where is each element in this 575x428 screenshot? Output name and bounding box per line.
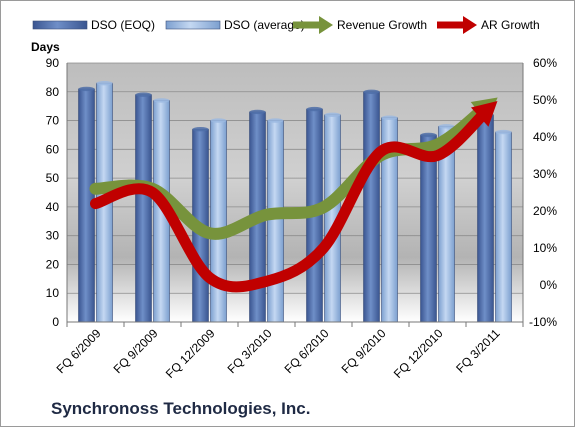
y-tick-label: 30	[46, 229, 60, 243]
legend: DSO (EOQ) DSO (average) Revenue Growth AR G…	[32, 16, 540, 34]
bar-top	[420, 132, 437, 138]
bar-top	[210, 118, 227, 123]
bar-top	[192, 126, 209, 132]
lines-layer	[89, 97, 498, 293]
bar-top	[438, 124, 455, 129]
y-axis-title: Days	[31, 40, 60, 54]
legend-swatch	[165, 20, 221, 30]
x-tick-label: FQ 3/2010	[225, 326, 275, 376]
x-tick-label: FQ 12/2010	[391, 326, 446, 381]
x-tick-label: FQ 6/2009	[54, 326, 104, 376]
y2-tick-label: -10%	[529, 315, 557, 329]
x-tick-label: FQ 9/2009	[111, 326, 161, 376]
y-tick-label: 20	[46, 257, 60, 271]
y2-tick-label: 10%	[533, 241, 557, 255]
bar	[495, 131, 512, 323]
bar-top	[96, 80, 113, 86]
bar-top	[267, 118, 284, 123]
series-arrowhead	[470, 101, 498, 127]
bar	[477, 114, 494, 323]
legend-swatch	[32, 20, 88, 30]
bar-top	[135, 92, 152, 97]
y-tick-label: 40	[46, 200, 60, 214]
x-tick-label: FQ 3/2011	[453, 326, 503, 376]
y-tick-label: 10	[46, 286, 60, 300]
y2-tick-label: 50%	[533, 93, 557, 107]
x-tick-label: FQ 6/2010	[282, 326, 332, 376]
bar-top	[78, 86, 95, 92]
bar-top	[153, 98, 170, 103]
y2-tick-label: 30%	[533, 167, 557, 181]
bar	[135, 94, 152, 323]
legend-label: AR Growth	[481, 18, 540, 32]
y2-tick-label: 40%	[533, 130, 557, 144]
bar-top	[324, 112, 341, 118]
legend-swatch-arrow	[319, 16, 333, 34]
bar-top	[363, 89, 380, 94]
bar	[210, 120, 227, 323]
bar	[420, 134, 437, 323]
y-tick-label: 60	[46, 142, 60, 156]
bar	[267, 120, 284, 323]
y-tick-label: 50	[46, 171, 60, 185]
x-tick-label: FQ 9/2010	[339, 326, 389, 376]
series-line	[90, 104, 493, 293]
x-tick-label: FQ 12/2009	[163, 326, 218, 381]
company-title: Synchronoss Technologies, Inc.	[51, 399, 311, 418]
legend-swatch-arrow	[463, 16, 477, 34]
y-tick-label: 90	[46, 56, 60, 70]
y2-tick-label: 0%	[540, 278, 558, 292]
bar-top	[495, 129, 512, 135]
bar-top	[381, 115, 398, 120]
bar-top	[306, 106, 323, 112]
y-tick-label: 80	[46, 85, 60, 99]
y2-tick-label: 60%	[533, 56, 557, 70]
y-tick-label: 70	[46, 114, 60, 128]
legend-label: DSO (EOQ)	[91, 18, 155, 32]
bar	[363, 91, 380, 323]
y-tick-label: 0	[52, 315, 59, 329]
y2-tick-label: 20%	[533, 204, 557, 218]
legend-label: DSO (average)	[224, 18, 305, 32]
legend-label: Revenue Growth	[337, 18, 427, 32]
bar-top	[249, 109, 266, 115]
